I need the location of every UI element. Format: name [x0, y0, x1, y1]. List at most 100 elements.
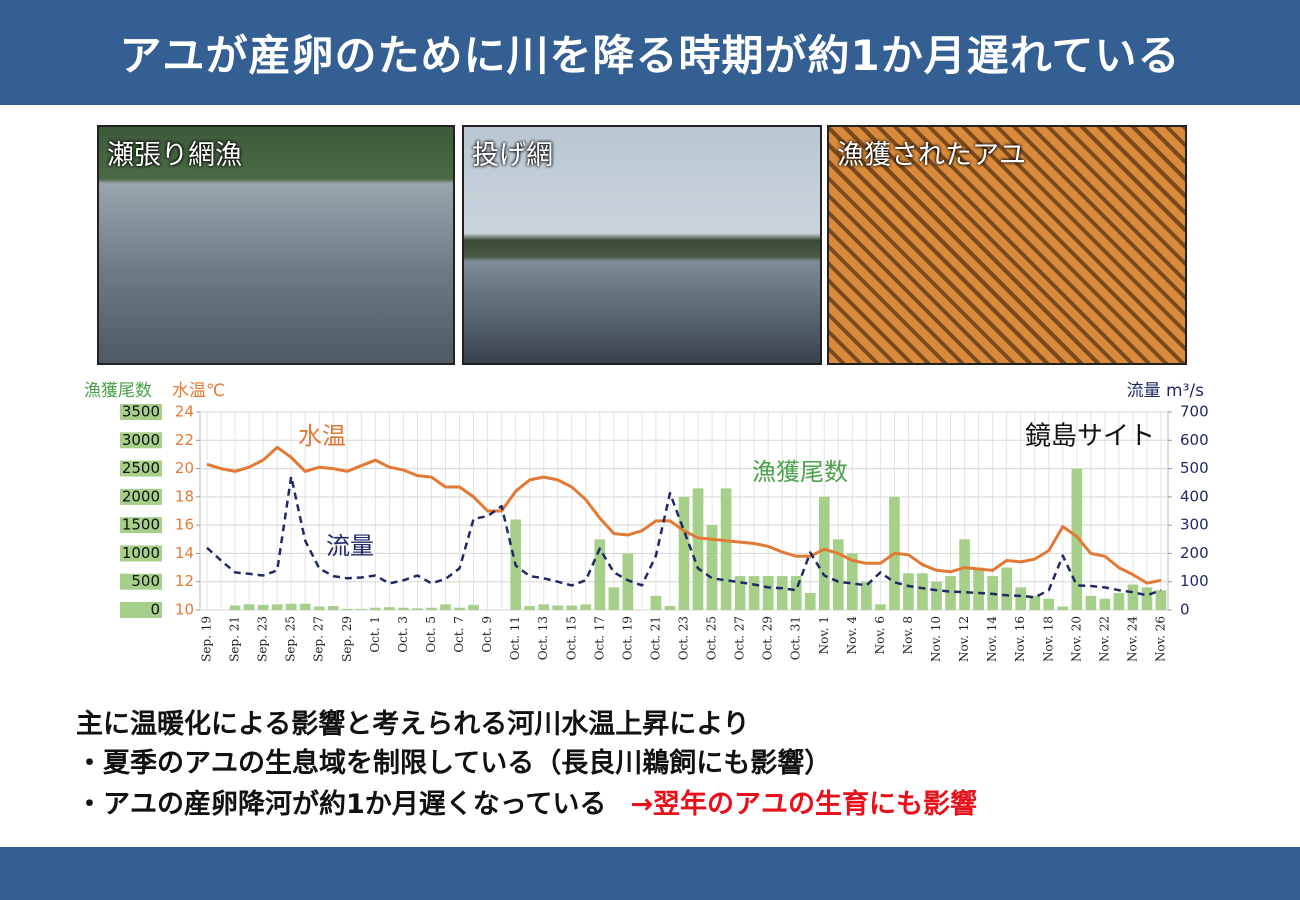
y-axis-title: 漁獲尾数 [84, 381, 152, 401]
bar [1141, 587, 1153, 610]
bar [1029, 595, 1041, 610]
bar [243, 604, 255, 610]
header-band [0, 0, 1300, 105]
bar [285, 603, 297, 610]
bar [552, 605, 564, 610]
bar [818, 496, 830, 610]
bar [384, 607, 395, 610]
bar [1155, 590, 1167, 610]
x-tick-label: Oct. 5 [424, 616, 438, 653]
x-tick-label: Nov. 1 [817, 616, 831, 654]
bar [790, 576, 802, 610]
y-tick-box [120, 404, 162, 420]
bar [594, 539, 606, 610]
bar [861, 581, 872, 610]
y3-tick-label: 200 [1180, 544, 1209, 562]
bar [370, 607, 381, 610]
bar [313, 606, 325, 610]
bar [608, 587, 620, 610]
series-label: 水温 [298, 422, 346, 450]
y-tick-box [120, 545, 162, 562]
bar [257, 604, 269, 610]
y-tick-box [120, 432, 162, 449]
y-tick-label: 0 [150, 601, 160, 619]
bar [566, 605, 578, 610]
bar [580, 604, 592, 610]
x-tick-label: Nov. 16 [1013, 616, 1027, 662]
bar [832, 539, 844, 610]
series-label: 漁獲尾数 [752, 458, 848, 486]
y-tick-label: 3500 [122, 403, 160, 421]
x-tick-label: Nov. 18 [1041, 616, 1055, 662]
x-tick-label: Nov. 26 [1153, 616, 1167, 662]
bar [1001, 567, 1012, 610]
bar [959, 539, 970, 610]
bar [356, 608, 367, 610]
bar [426, 607, 437, 610]
y3-tick-label: 0 [1180, 601, 1190, 619]
x-tick-label: Oct. 25 [705, 616, 719, 660]
bar [1085, 595, 1097, 610]
x-tick-label: Oct. 15 [564, 616, 578, 660]
y3-tick-label: 100 [1180, 572, 1209, 590]
bar [1015, 587, 1027, 610]
bar [650, 595, 662, 610]
chart: 0500100015002000250030003500101214161820… [84, 381, 1209, 662]
y-tick-box [120, 488, 162, 505]
x-tick-label: Nov. 4 [845, 616, 859, 655]
y2-tick-label: 14 [175, 544, 194, 562]
text-line: ・夏季のアユの生息域を制限している（長良川鵜飼にも影響） [76, 748, 832, 779]
bar [524, 606, 536, 610]
bar [454, 607, 465, 610]
bar [734, 576, 746, 610]
bar [762, 576, 774, 610]
y2-tick-label: 24 [175, 403, 194, 421]
y-tick-box [120, 602, 162, 618]
text-line: ・アユの産卵降河が約1か月遅くなっている [76, 789, 607, 820]
y2-tick-label: 22 [175, 431, 194, 449]
bar [299, 603, 311, 610]
slide-title: アユが産卵のために川を降る時期が約1か月遅れている [119, 31, 1181, 80]
bar [973, 567, 984, 610]
bar [748, 576, 760, 610]
x-tick-label: Oct. 7 [452, 616, 466, 653]
y-tick-box [120, 517, 162, 534]
x-tick-label: Sep. 25 [284, 616, 298, 662]
bar [1099, 598, 1111, 610]
x-tick-label: Nov. 14 [985, 616, 999, 662]
bar [468, 604, 479, 610]
footer-band [0, 847, 1300, 900]
x-tick-label: Sep. 19 [200, 616, 214, 662]
bar [664, 606, 676, 610]
bar [1043, 598, 1055, 610]
y2-axis-title: 水温℃ [172, 381, 225, 401]
bar [271, 604, 283, 610]
y-tick-label: 2500 [122, 459, 160, 477]
line-series [206, 445, 1162, 585]
y2-tick-label: 18 [175, 487, 194, 505]
x-tick-label: Nov. 8 [901, 616, 915, 654]
bar [720, 488, 732, 610]
x-tick-label: Oct. 29 [761, 616, 775, 660]
bar [903, 573, 914, 610]
bar [776, 576, 788, 610]
bar [327, 606, 339, 610]
bar [931, 581, 942, 610]
bar [1071, 468, 1083, 610]
bar [229, 605, 241, 610]
x-tick-label: Oct. 9 [480, 616, 494, 653]
x-tick-label: Oct. 21 [648, 616, 662, 660]
series-label: 流量 [326, 532, 374, 560]
bar [706, 525, 718, 610]
x-tick-label: Nov. 10 [929, 616, 943, 662]
text-line: 主に温暖化による影響と考えられる河川水温上昇により [76, 709, 750, 740]
x-tick-label: Oct. 27 [733, 616, 747, 660]
x-tick-label: Nov. 6 [873, 616, 887, 654]
y3-axis-title: 流量 m³/s [1127, 381, 1205, 401]
x-tick-label: Sep. 23 [256, 616, 270, 662]
photo-caption: 投げ網 [472, 140, 553, 171]
y2-tick-label: 20 [175, 459, 194, 477]
annotation: 鏡島サイト [1025, 422, 1155, 452]
bar [875, 604, 886, 610]
bar [692, 488, 704, 610]
